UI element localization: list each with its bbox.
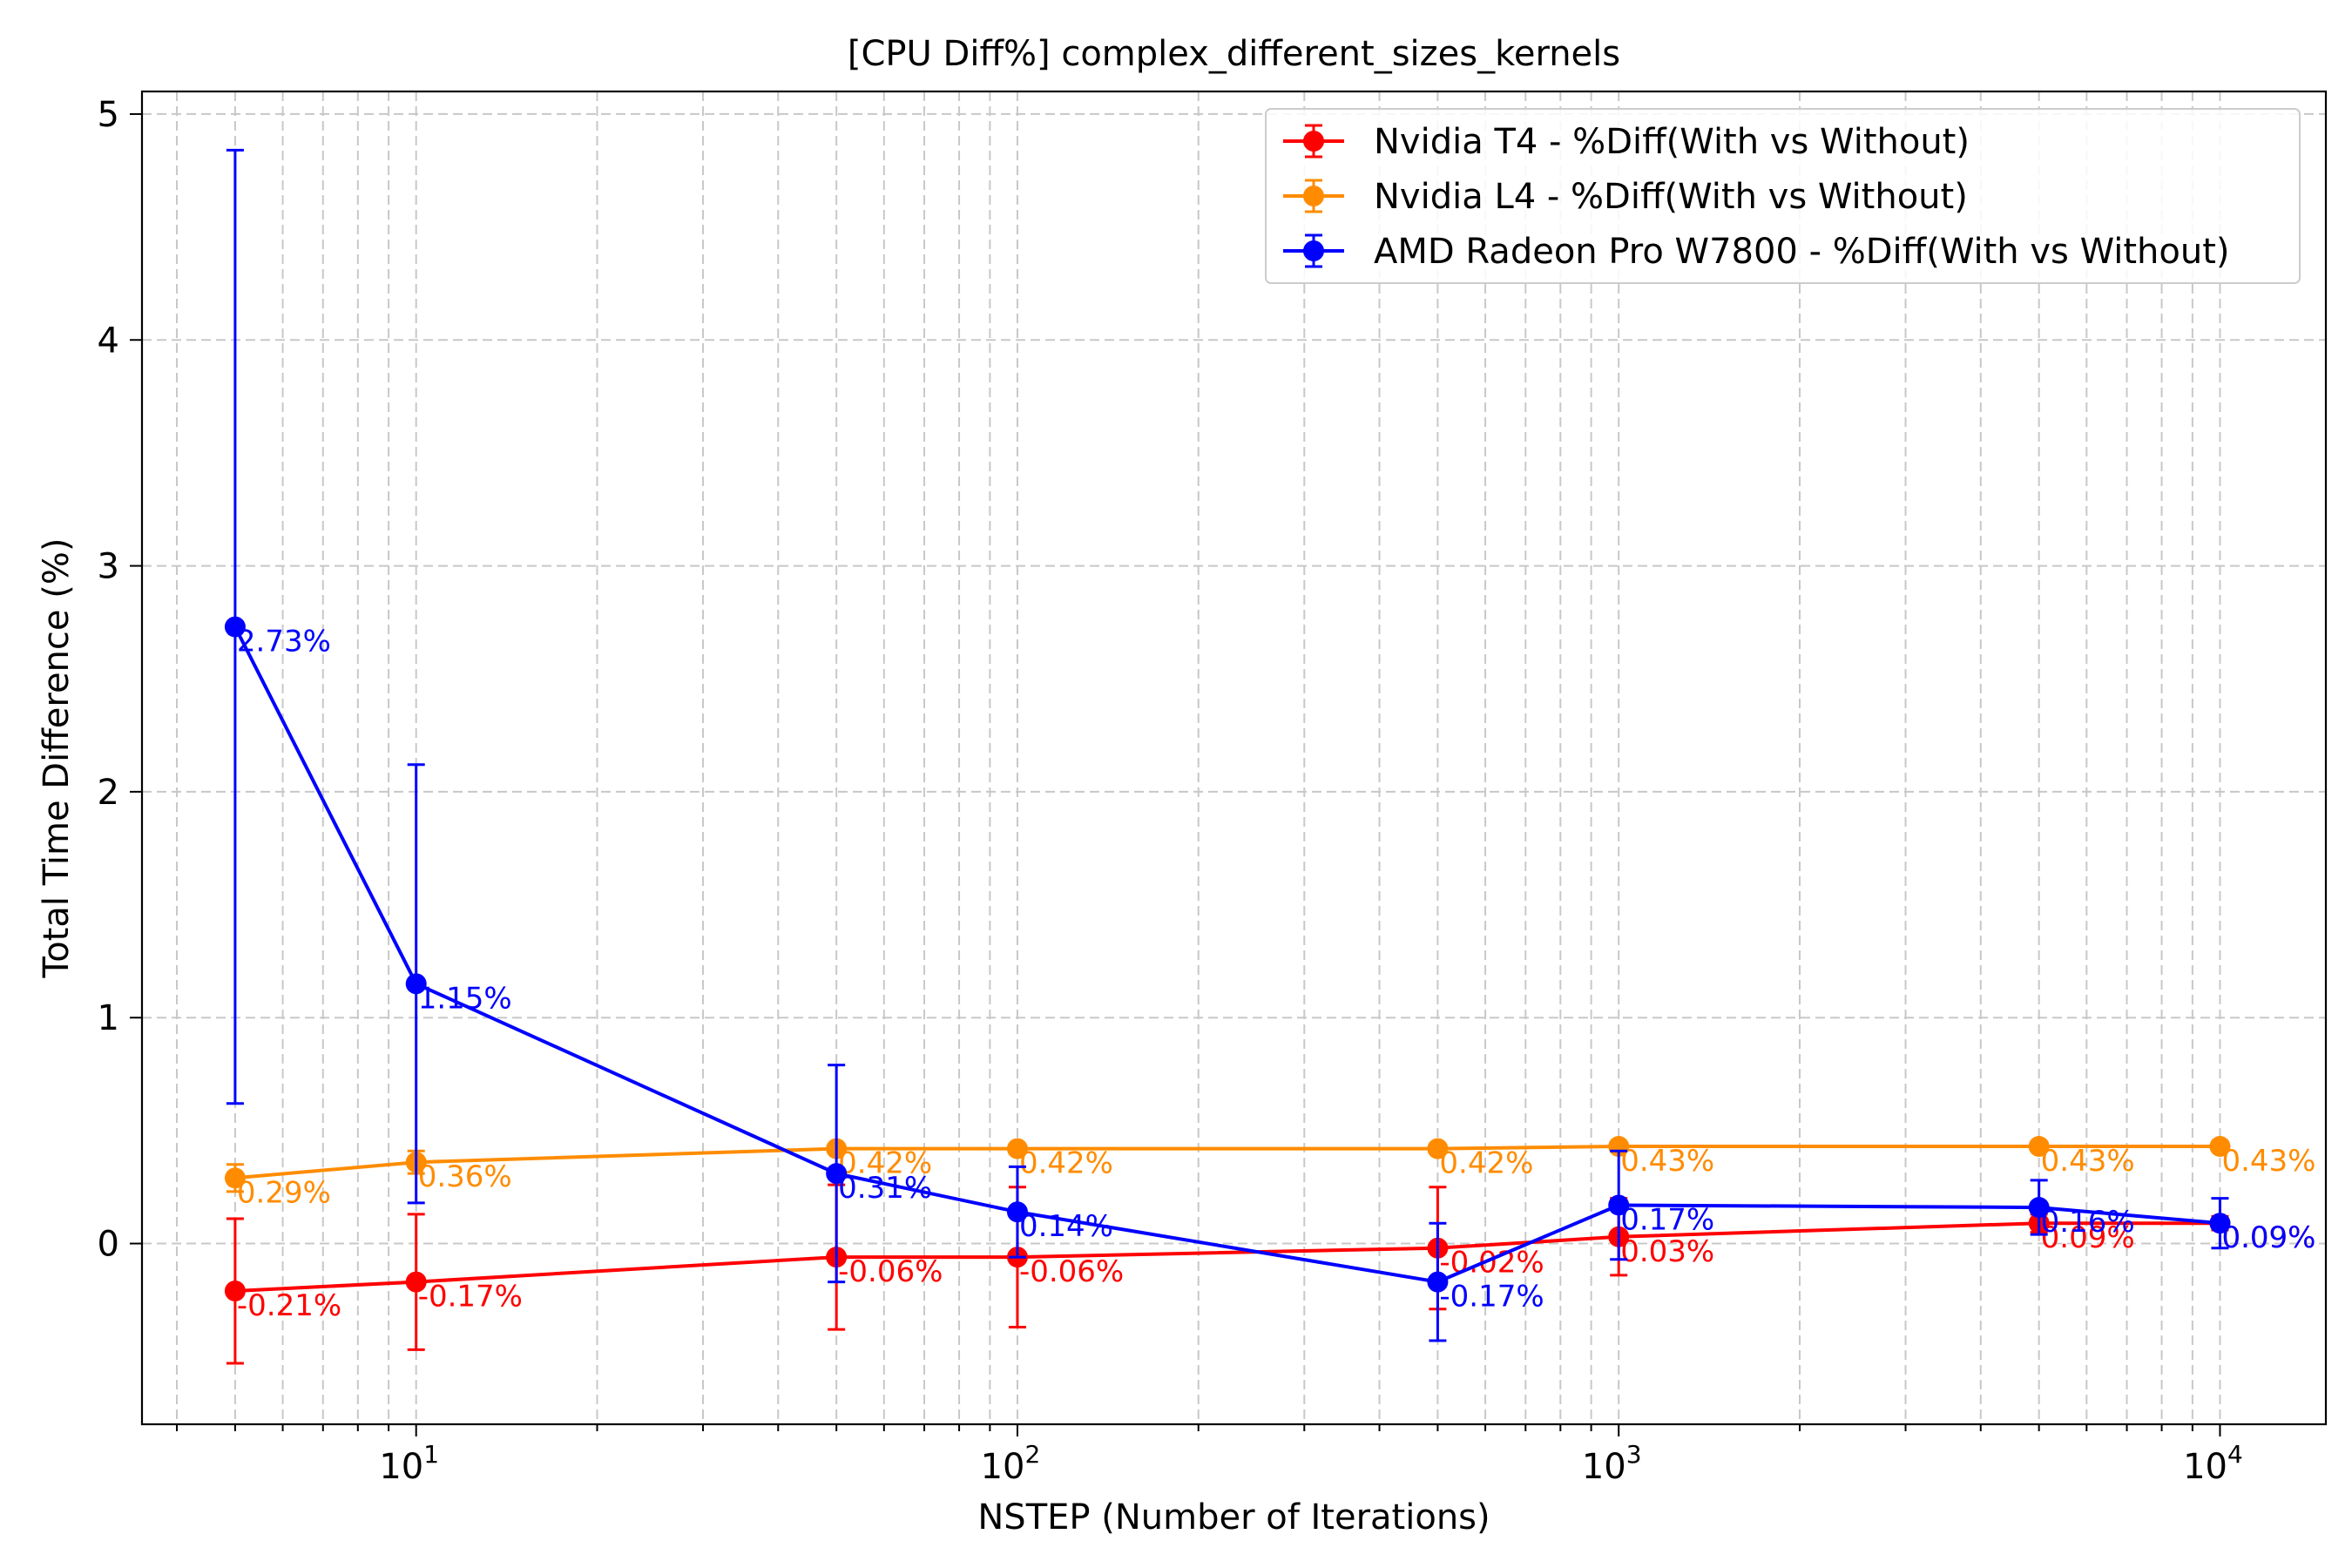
data-label: 0.17% bbox=[1620, 1202, 1714, 1237]
legend-entry: Nvidia T4 - %Diff(With vs Without) bbox=[1283, 122, 1970, 162]
data-label: -0.06% bbox=[1019, 1254, 1124, 1289]
legend-box bbox=[1265, 108, 2301, 284]
series-layer: -0.21% -0.17%-0.06% -0.06% -0.02% 0.03% 0.09%… bbox=[224, 148, 2315, 1365]
data-label: 0.14% bbox=[1019, 1209, 1113, 1244]
data-point bbox=[2209, 1136, 2231, 1158]
legend-label: Nvidia T4 - %Diff(With vs Without) bbox=[1374, 122, 1970, 162]
legend: Nvidia T4 - %Diff(With vs Without) Nvidia… bbox=[1265, 108, 2301, 284]
legend-entry: Nvidia L4 - %Diff(With vs Without) bbox=[1283, 177, 1968, 217]
legend-marker bbox=[1303, 240, 1324, 261]
data-label: 0.09% bbox=[2221, 1220, 2315, 1255]
data-point bbox=[405, 973, 427, 995]
y-axis-label: Total Time Difference (%) bbox=[37, 538, 77, 979]
data-label: -0.21% bbox=[237, 1288, 341, 1323]
y-tick-label: 1 bbox=[98, 998, 119, 1038]
data-label: 0.09% bbox=[2221, 1220, 2315, 1255]
data-label: 0.16% bbox=[2041, 1205, 2135, 1240]
data-label: 0.42% bbox=[1019, 1146, 1113, 1181]
legend-marker bbox=[1303, 186, 1324, 206]
data-label: 0.42% bbox=[838, 1146, 932, 1181]
data-point bbox=[2028, 1136, 2050, 1158]
data-label: 0.03% bbox=[1620, 1234, 1714, 1269]
data-label: -0.17% bbox=[418, 1280, 523, 1315]
data-point bbox=[2209, 1213, 2231, 1234]
chart-title: [CPU Diff%] complex_different_sizes_kern… bbox=[848, 34, 1620, 74]
data-point bbox=[1006, 1138, 1028, 1159]
data-point bbox=[1006, 1201, 1028, 1223]
data-point bbox=[2028, 1197, 2050, 1219]
data-label: 0.43% bbox=[2041, 1144, 2135, 1179]
series-line bbox=[233, 625, 2220, 1284]
data-point bbox=[224, 1281, 246, 1301]
y-tick-label: 3 bbox=[98, 547, 119, 587]
series-0: -0.21% -0.17%-0.06% -0.06% -0.02% 0.03% 0.09%… bbox=[224, 1183, 2315, 1365]
data-label: 0.09% bbox=[2041, 1220, 2135, 1255]
data-label: 0.31% bbox=[838, 1171, 932, 1206]
x-tick-label: 101 bbox=[379, 1440, 439, 1487]
legend-marker bbox=[1303, 131, 1324, 152]
series-line bbox=[234, 1221, 2220, 1293]
data-label: 2.73% bbox=[237, 625, 331, 659]
x-tick-label: 103 bbox=[1582, 1440, 1642, 1487]
data-point bbox=[224, 616, 246, 638]
series-2: 2.73%1.15%0.31%0.14%-0.17%0.17% 0.16% 0.09… bbox=[224, 148, 2315, 1342]
legend-label: AMD Radeon Pro W7800 - %Diff(With vs Wit… bbox=[1374, 232, 2230, 272]
data-label: -0.17% bbox=[1439, 1280, 1544, 1315]
y-tick-label: 0 bbox=[98, 1225, 119, 1265]
x-axis-label: NSTEP (Number of Iterations) bbox=[977, 1497, 1490, 1538]
data-label: 0.43% bbox=[2221, 1144, 2315, 1179]
data-point bbox=[405, 1271, 427, 1293]
data-point bbox=[1427, 1271, 1449, 1293]
series-1: 0.29% 0.36% 0.42% 0.42% 0.42% 0.43% 0.43% 0.43% bbox=[224, 1136, 2315, 1210]
data-label: 0.43% bbox=[1620, 1144, 1714, 1179]
y-tick-label: 4 bbox=[98, 321, 119, 361]
data-label: 1.15% bbox=[418, 981, 512, 1016]
axes: 0 1 2 3 4 5 101 102 103 104 bbox=[98, 95, 2243, 1487]
plot-frame bbox=[140, 90, 2328, 1426]
x-tick-label: 104 bbox=[2183, 1440, 2243, 1487]
data-point bbox=[1427, 1138, 1449, 1159]
data-label: 0.42% bbox=[1439, 1146, 1533, 1181]
y-tick-label: 5 bbox=[98, 95, 119, 135]
data-label: 0.36% bbox=[418, 1159, 512, 1194]
data-point bbox=[1608, 1194, 1630, 1216]
legend-entry: AMD Radeon Pro W7800 - %Diff(With vs Wit… bbox=[1283, 232, 2230, 272]
x-tick-label: 102 bbox=[981, 1440, 1041, 1487]
legend-label: Nvidia L4 - %Diff(With vs Without) bbox=[1374, 177, 1968, 217]
y-tick-label: 2 bbox=[98, 773, 119, 813]
data-label: 0.29% bbox=[237, 1175, 331, 1210]
data-point bbox=[826, 1163, 848, 1185]
series-line bbox=[234, 1145, 2220, 1180]
data-point bbox=[224, 1167, 246, 1189]
data-label: -0.06% bbox=[838, 1254, 943, 1289]
